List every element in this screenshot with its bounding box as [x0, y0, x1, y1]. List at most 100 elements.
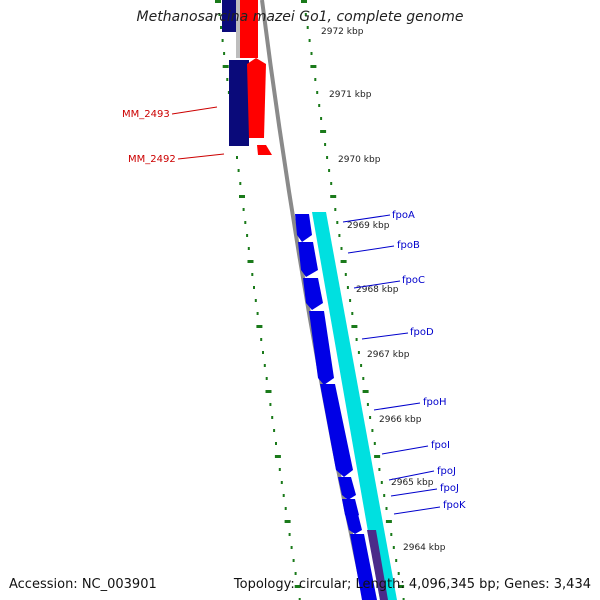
tick-mark-outer [320, 130, 327, 133]
tick-mark-outer [344, 273, 347, 276]
tick-mark-inner [251, 273, 254, 276]
gene-labels-right: fpoA fpoB fpoC fpoD fpoH fpoI fpoJ fpoJ … [342, 210, 466, 515]
tick-mark-inner [222, 65, 229, 68]
gene-label-fpoH: fpoH [423, 397, 447, 408]
tick-mark-inner [294, 585, 301, 588]
leader-line [381, 445, 429, 455]
tick-mark-outer [378, 468, 381, 471]
gene-label-fpoK: fpoK [443, 500, 466, 511]
tick-mark-inner [265, 377, 268, 380]
gene-arrow-red-1 [247, 58, 266, 138]
tick-mark-inner [262, 351, 264, 354]
tick-mark-outer [369, 416, 372, 419]
tick-mark-inner [271, 416, 274, 419]
tick-mark-inner [221, 39, 224, 42]
gene-bar-cyan [312, 212, 397, 600]
gene-arrow-fpoH [320, 384, 353, 477]
tick-mark-inner [239, 195, 245, 198]
tick-mark-inner [220, 26, 222, 29]
tick-mark-outer [349, 299, 352, 302]
gene-arrow-fpoK [350, 534, 377, 600]
leader-line [177, 153, 225, 160]
tick-mark-inner [275, 442, 277, 445]
tick-mark-outer [374, 455, 381, 458]
leader-line [388, 470, 435, 481]
tick-mark-outer [330, 182, 333, 185]
tick-mark-outer [314, 78, 317, 81]
accession-text: Accession: NC_003901 [9, 577, 157, 592]
tick-label-2970: 2970 kbp [338, 155, 381, 165]
tick-mark-outer [306, 26, 309, 29]
tick-mark-inner [290, 546, 293, 549]
tick-mark-outer [373, 442, 376, 445]
tick-mark-outer [340, 260, 347, 263]
tick-mark-inner [282, 494, 285, 497]
tick-ring-outer [301, 0, 405, 600]
tick-mark-inner [260, 338, 263, 341]
tick-mark-inner [284, 520, 291, 523]
gene-label-fpoC: fpoC [402, 275, 425, 286]
tick-mark-outer [402, 598, 405, 600]
tick-label-2964: 2964 kbp [403, 543, 446, 553]
leader-line [347, 245, 395, 254]
tick-mark-outer [310, 52, 313, 55]
leader-line [373, 402, 421, 411]
gene-arrow-fpoB [298, 242, 318, 277]
leader-line [361, 332, 409, 340]
gene-arrow-fpoD [309, 311, 334, 385]
tick-labels: 2972 kbp 2971 kbp 2970 kbp 2969 kbp 2968… [321, 27, 446, 553]
tick-mark-inner [288, 533, 291, 536]
leader-line [393, 506, 441, 515]
tick-mark-outer [336, 221, 339, 224]
tick-mark-inner [218, 13, 221, 16]
gene-segment-grey-top [236, 0, 242, 58]
tick-mark-inner [246, 234, 249, 237]
tick-mark-inner [226, 78, 229, 81]
tick-mark-outer [351, 325, 358, 328]
tick-mark-outer [301, 0, 307, 3]
gene-label-MM_2492: MM_2492 [128, 154, 176, 165]
tick-mark-outer [304, 13, 307, 16]
tick-label-2971: 2971 kbp [329, 90, 372, 100]
tick-mark-outer [398, 585, 405, 588]
tick-label-2968: 2968 kbp [356, 285, 399, 295]
tick-mark-inner [256, 312, 259, 315]
tick-mark-outer [328, 169, 331, 172]
tick-mark-outer [324, 143, 327, 146]
gene-label-fpoI: fpoI [431, 440, 450, 451]
tick-mark-outer [326, 156, 329, 159]
tick-mark-outer [334, 208, 337, 211]
tick-mark-inner [298, 598, 301, 600]
gene-label-fpoA: fpoA [392, 210, 415, 221]
tick-mark-inner [237, 169, 240, 172]
tick-mark-outer [362, 390, 369, 393]
tick-mark-outer [390, 533, 393, 536]
tick-mark-outer [318, 104, 321, 107]
tick-mark-inner [256, 325, 263, 328]
tick-mark-inner [247, 260, 254, 263]
tick-mark-inner [292, 559, 295, 562]
gene-segment-red-top [240, 0, 258, 58]
gene-label-fpoB: fpoB [397, 240, 420, 251]
tick-mark-inner [265, 390, 272, 393]
leader-line [342, 214, 391, 223]
tick-mark-outer [385, 507, 388, 510]
gene-label-fpoD: fpoD [410, 327, 434, 338]
gene-label-fpoJ2: fpoJ [440, 483, 459, 494]
gene-segment-purple [367, 530, 388, 600]
tick-mark-outer [346, 286, 349, 289]
tick-mark-inner [263, 364, 266, 367]
tick-mark-inner [284, 507, 287, 510]
tick-label-2967: 2967 kbp [367, 350, 410, 360]
tick-mark-outer [397, 572, 400, 575]
tick-mark-outer [371, 429, 374, 432]
tick-mark-outer [383, 494, 386, 497]
tick-mark-outer [351, 312, 354, 315]
tick-mark-outer [392, 546, 395, 549]
tick-mark-inner [239, 182, 242, 185]
tick-mark-inner [253, 286, 255, 289]
gene-arrow-fpoI [338, 477, 356, 500]
tick-mark-outer [310, 65, 317, 68]
tick-mark-inner [273, 429, 276, 432]
tick-mark-inner [242, 208, 245, 211]
